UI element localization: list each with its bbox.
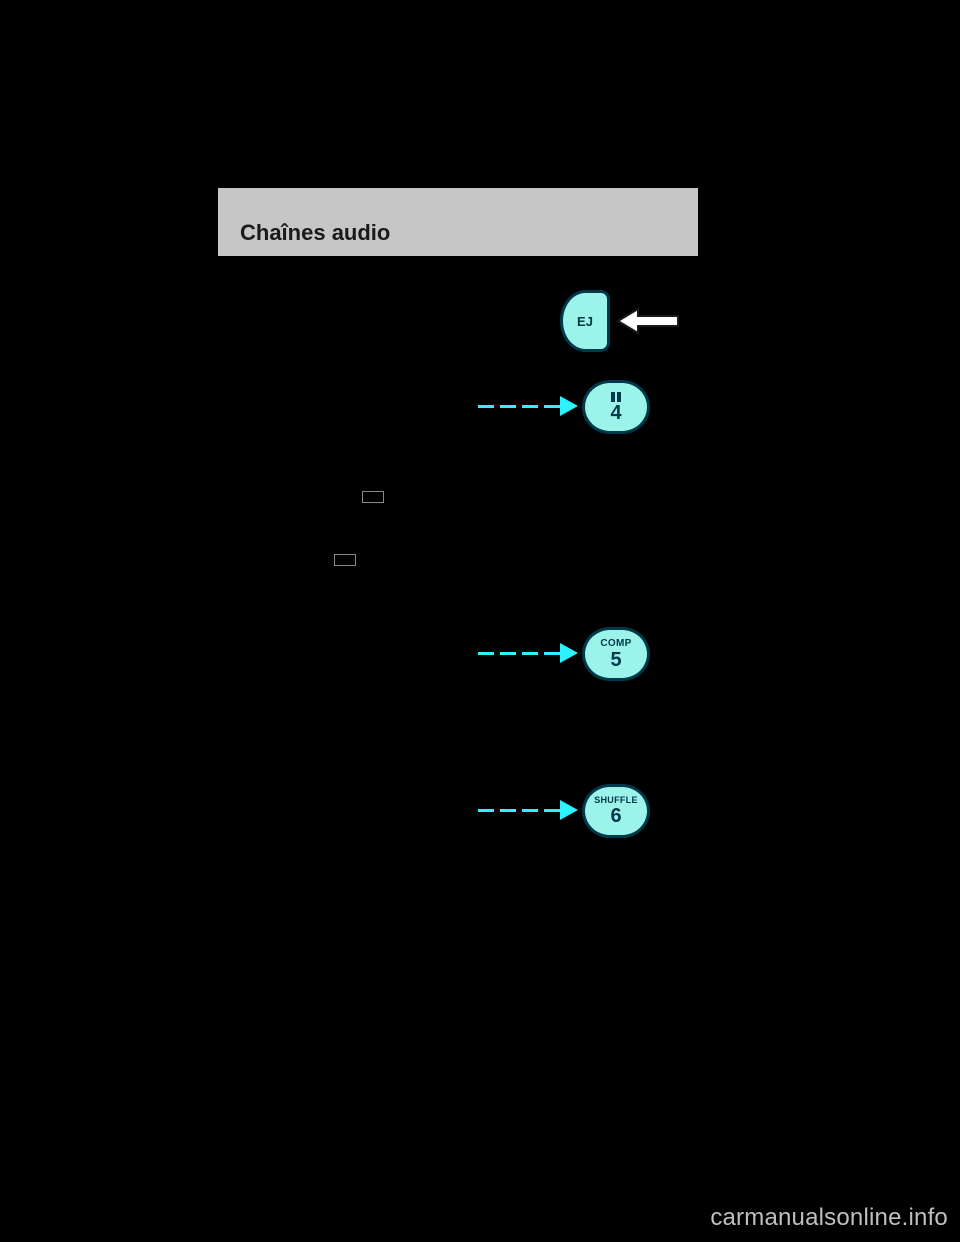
dolby-icon [334, 553, 356, 571]
arrow-head-icon [560, 643, 578, 663]
preset-5-comp-button[interactable]: COMP 5 [582, 627, 650, 681]
preset-4-row: 4 [582, 380, 650, 434]
watermark-text: carmanualsonline.info [710, 1204, 948, 1232]
preset-5-row: COMP 5 [582, 627, 650, 681]
preset-6-row: SHUFFLE 6 [582, 784, 650, 838]
arrow-head-icon [560, 800, 578, 820]
dashed-arrow-5 [478, 643, 578, 663]
eject-row: EJ [560, 290, 680, 352]
pointer-arrow-hollow [616, 306, 680, 336]
dash-arrow-icon [478, 396, 578, 416]
eject-button[interactable]: EJ [560, 290, 610, 352]
dashed-arrow-4 [478, 396, 578, 416]
section-title: Chaînes audio [240, 220, 390, 246]
section-header: Chaînes audio [218, 188, 698, 256]
preset-6-shuffle-button[interactable]: SHUFFLE 6 [582, 784, 650, 838]
dash-arrow-icon [478, 643, 578, 663]
dashed-arrow-6 [478, 800, 578, 820]
preset-number: 6 [610, 806, 621, 826]
preset-top-label: SHUFFLE [594, 796, 638, 805]
dash-arrow-icon [478, 800, 578, 820]
preset-top-label: COMP [600, 639, 631, 649]
dolby-icon [362, 490, 384, 508]
preset-number: 5 [610, 650, 621, 670]
pause-icon [611, 392, 621, 402]
preset-4-button[interactable]: 4 [582, 380, 650, 434]
eject-label: EJ [577, 314, 593, 329]
arrow-head-icon [560, 396, 578, 416]
preset-number: 4 [610, 403, 621, 423]
